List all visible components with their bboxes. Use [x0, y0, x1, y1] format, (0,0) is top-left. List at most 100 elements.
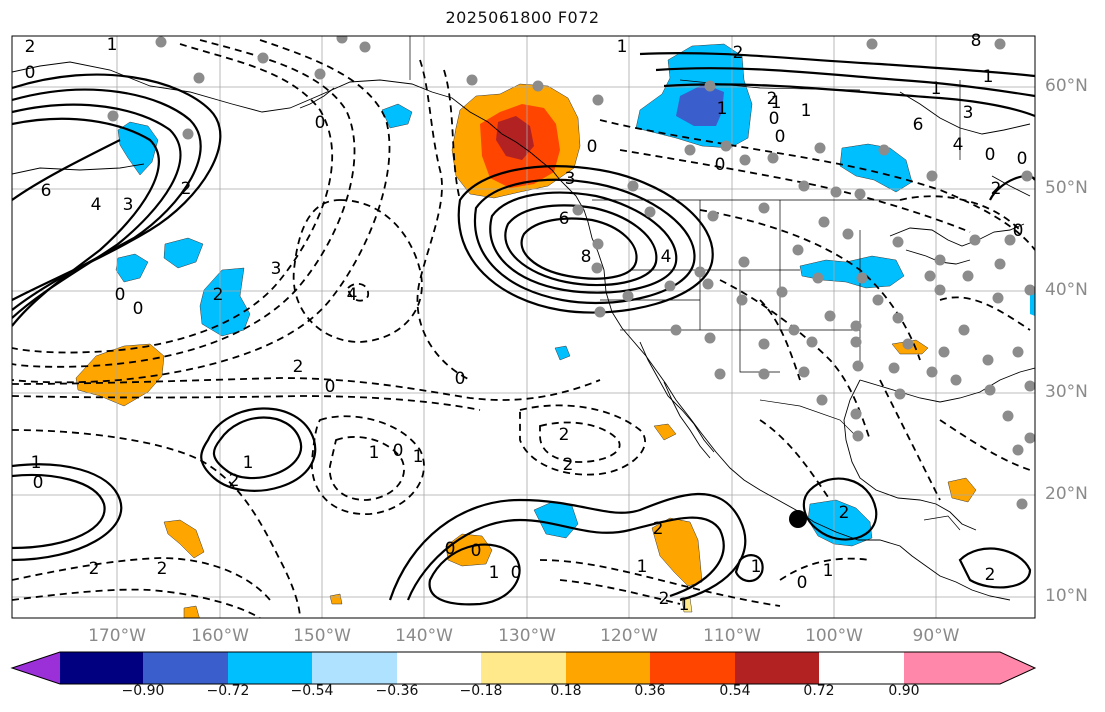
colorbar-tick: 0.54	[719, 683, 751, 699]
colorbar-segment	[481, 652, 566, 684]
contour-label: 1	[717, 99, 728, 119]
contour-label: 3	[271, 259, 282, 279]
colorbar-segment	[904, 652, 1000, 684]
lat-label: 30°N	[1045, 382, 1088, 402]
contour-label: 2	[991, 179, 1002, 199]
contour-label: 2	[659, 589, 670, 609]
lat-label: 20°N	[1045, 484, 1088, 504]
contour-label: 1	[243, 453, 254, 473]
contour-label: 1	[823, 561, 834, 581]
colorbar-segment	[397, 652, 481, 684]
colorbar-tick: −0.54	[290, 683, 334, 699]
contour-label: 0	[797, 573, 808, 593]
contour-label: 2	[157, 559, 168, 579]
colorbar-segment	[228, 652, 312, 684]
location-marker	[789, 510, 807, 528]
contour-label: 0	[715, 155, 726, 175]
contour-label: 4	[953, 135, 964, 155]
lon-label: 140°W	[395, 626, 453, 646]
dashed-contours	[12, 39, 1035, 618]
high-pressure-contour	[457, 165, 714, 314]
contour-label: 2	[25, 37, 36, 57]
contour-label: 2	[89, 559, 100, 579]
contour-label: 1	[801, 101, 812, 121]
contour-label: 1	[489, 563, 500, 583]
contour-label: 1	[369, 443, 380, 463]
contour-label: 0	[511, 563, 522, 583]
contour-label: 2	[839, 503, 850, 523]
lon-label: 130°W	[498, 626, 556, 646]
contour-label: 0	[769, 109, 780, 129]
lon-label: 170°W	[88, 626, 146, 646]
contour-label: 4	[91, 195, 102, 215]
lon-label: 150°W	[293, 626, 351, 646]
colorbar-extend-high	[1000, 652, 1035, 684]
contour-label: 6	[913, 115, 924, 135]
contour-label: 1	[617, 37, 628, 57]
contour-label: 6	[41, 181, 52, 201]
contour-label: 4	[347, 285, 358, 305]
contour-label: 2	[229, 471, 240, 491]
contour-label: 1	[31, 453, 42, 473]
contour-label: 3	[963, 103, 974, 123]
lon-label: 160°W	[191, 626, 249, 646]
contour-label: 0	[471, 541, 482, 561]
colorbar-tick: −0.18	[459, 683, 503, 699]
colorbar-tick: 0.36	[634, 683, 666, 699]
contour-label: 8	[971, 31, 982, 51]
contour-label: 1	[679, 595, 690, 615]
colorbar-tick: 0.18	[550, 683, 582, 699]
colorbar-segment	[312, 652, 397, 684]
contour-label: 2	[559, 425, 570, 445]
colorbar-tick: −0.90	[121, 683, 165, 699]
solid-contours	[12, 51, 1035, 606]
lon-label: 110°W	[703, 626, 761, 646]
lon-label: 90°W	[912, 626, 960, 646]
contour-label: 0	[775, 127, 786, 147]
contour-label: 0	[985, 145, 996, 165]
map-title: 2025061800 F072	[445, 8, 600, 27]
colorbar	[10, 651, 1037, 685]
colorbar-segment	[143, 652, 228, 684]
colorbar-tick: −0.36	[375, 683, 419, 699]
contour-label: 1	[983, 67, 994, 87]
lat-label: 60°N	[1045, 76, 1088, 96]
map-frame	[11, 35, 1036, 619]
contour-label: 2	[985, 565, 996, 585]
contour-label: 4	[661, 247, 672, 267]
colorbar-segment	[650, 652, 735, 684]
contour-label: 2	[181, 179, 192, 199]
lon-label: 120°W	[600, 626, 658, 646]
lat-label: 40°N	[1045, 280, 1088, 300]
colorbar-tick: 0.72	[803, 683, 835, 699]
contour-label: 6	[559, 209, 570, 229]
contour-label: 0	[455, 369, 466, 389]
contour-label: 1	[107, 35, 118, 55]
contour-label: 2	[293, 357, 304, 377]
contour-label: 0	[393, 441, 404, 461]
contour-label: 1	[931, 79, 942, 99]
contour-label: 0	[1017, 149, 1028, 169]
contour-label: 0	[1013, 221, 1024, 241]
contour-label: 1	[413, 447, 424, 467]
contour-label: 0	[445, 539, 456, 559]
colorbar-extend-low	[12, 652, 60, 684]
contour-label: 8	[581, 247, 592, 267]
contour-label: 0	[325, 377, 336, 397]
contour-label: 1	[637, 557, 648, 577]
colorbar-tick: 0.90	[888, 683, 920, 699]
colorbar-tick: −0.72	[206, 683, 250, 699]
contour-label: 0	[587, 137, 598, 157]
contour-label: 0	[115, 285, 126, 305]
contour-label: 0	[133, 299, 144, 319]
lat-label: 50°N	[1045, 178, 1088, 198]
contour-label: 3	[123, 195, 134, 215]
contour-label: 2	[767, 89, 778, 109]
lon-label: 100°W	[805, 626, 863, 646]
colorbar-segment	[566, 652, 650, 684]
contour-label: 2	[563, 455, 574, 475]
lat-label: 10°N	[1045, 586, 1088, 606]
neg-region-aleutian	[117, 121, 159, 176]
station-dots	[107, 36, 1035, 510]
